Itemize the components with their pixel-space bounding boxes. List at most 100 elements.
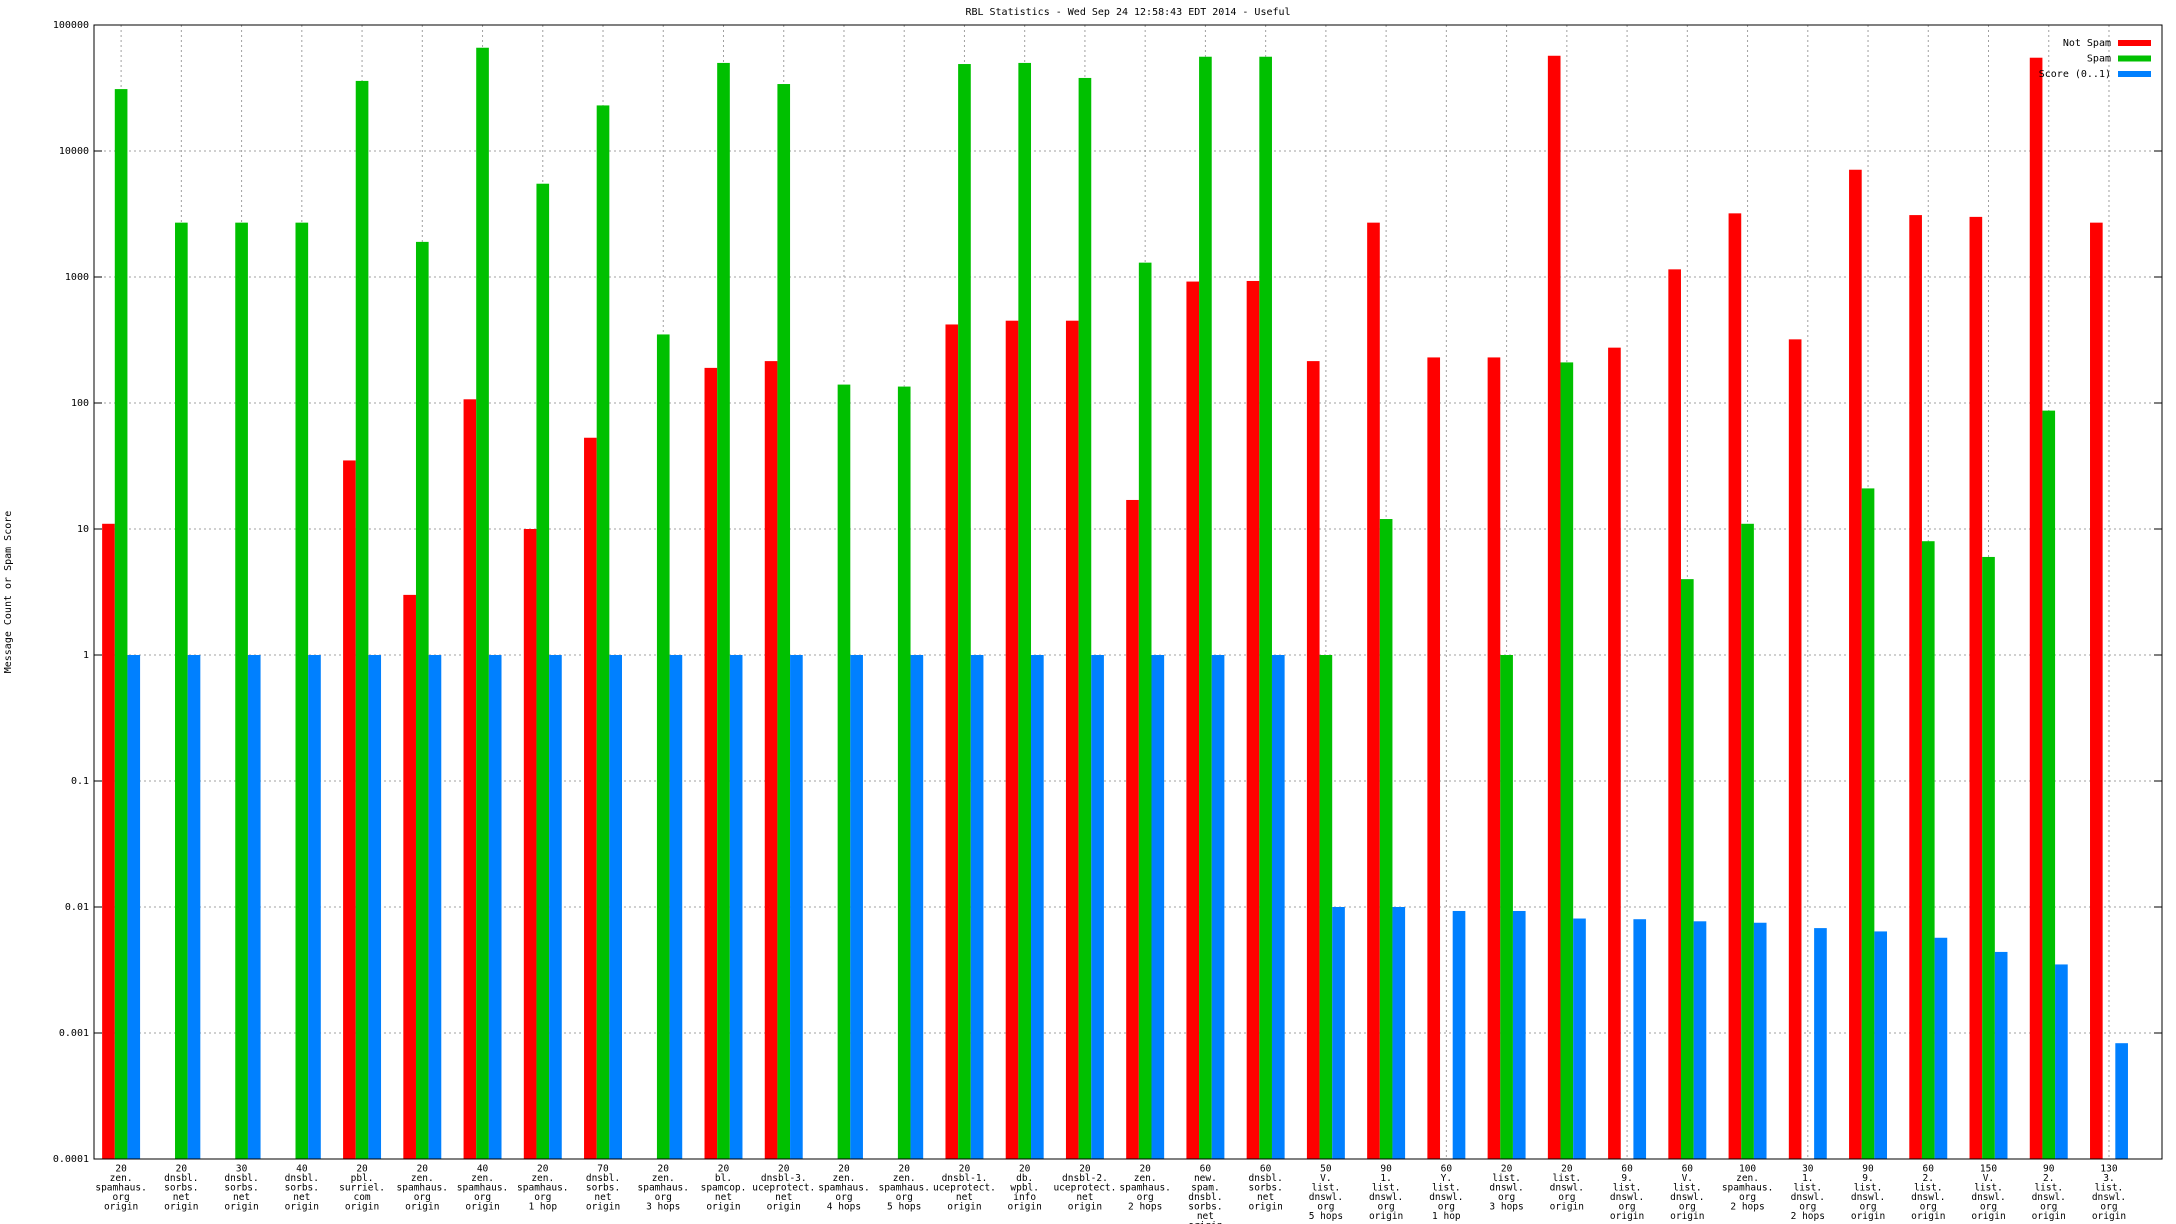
bar <box>114 89 128 1160</box>
bar <box>428 655 442 1159</box>
x-tick-label: 20 <box>537 1164 549 1175</box>
x-tick-label: 20 <box>176 1164 188 1175</box>
legend-label: Spam <box>2087 54 2111 65</box>
bar <box>1693 921 1707 1159</box>
x-tick-label: org <box>414 1192 431 1203</box>
x-tick-label: spamhaus. <box>397 1183 448 1194</box>
x-tick-label: dnsbl. <box>586 1173 620 1184</box>
x-tick-label: list. <box>1492 1173 1521 1184</box>
x-tick-label: spam. <box>1191 1183 1220 1194</box>
bar <box>837 384 851 1159</box>
x-tick-label: list. <box>1793 1183 1822 1194</box>
x-tick-label: dnswl. <box>1550 1183 1584 1194</box>
x-tick-label: 9. <box>1621 1173 1632 1184</box>
bar <box>1018 62 1032 1159</box>
bar <box>1512 910 1526 1159</box>
x-tick-label: net <box>173 1192 190 1203</box>
x-tick-label: dnswl. <box>1610 1192 1644 1203</box>
x-tick-label: 30 <box>236 1164 248 1175</box>
x-tick-label: 3 hops <box>646 1202 680 1213</box>
x-tick-label: org <box>1438 1202 1455 1213</box>
x-tick-label: zen. <box>652 1173 675 1184</box>
x-tick-label: origin <box>1188 1221 1222 1224</box>
bar <box>777 84 791 1159</box>
bar <box>368 655 382 1159</box>
x-tick-label: origin <box>767 1202 801 1213</box>
bar <box>415 241 429 1159</box>
x-tick-label: 20 <box>1019 1164 1031 1175</box>
bar <box>1909 215 1922 1159</box>
bar <box>2055 964 2068 1159</box>
bar <box>1427 357 1441 1159</box>
bar <box>1608 347 1621 1160</box>
x-tick-label: org <box>655 1192 672 1203</box>
x-tick-label: origin <box>465 1202 499 1213</box>
bar <box>704 367 718 1159</box>
bar <box>355 80 369 1159</box>
bar <box>1332 907 1345 1159</box>
bar <box>247 655 261 1159</box>
bar <box>488 655 502 1159</box>
x-tick-label: 130 <box>2100 1164 2117 1175</box>
bar <box>717 62 730 1159</box>
x-tick-label: origin <box>586 1202 620 1213</box>
x-tick-label: dnswl. <box>1429 1192 1463 1203</box>
bar <box>1741 523 1754 1159</box>
x-tick-label: spamhaus. <box>457 1183 508 1194</box>
x-tick-label: net <box>1257 1192 1274 1203</box>
bar <box>1005 320 1019 1160</box>
x-tick-label: 20 <box>959 1164 971 1175</box>
x-tick-label: org <box>1859 1202 1876 1213</box>
x-tick-label: dnsbl-1. <box>942 1173 988 1184</box>
x-tick-label: org <box>2100 1202 2117 1213</box>
x-tick-label: dnswl. <box>2092 1192 2126 1203</box>
bar <box>1199 56 1212 1160</box>
x-tick-label: 3. <box>2103 1173 2114 1184</box>
y-tick-label: 100000 <box>53 20 89 31</box>
bar <box>1969 216 1983 1160</box>
x-tick-label: net <box>594 1192 611 1203</box>
x-tick-label: dnswl. <box>2032 1192 2066 1203</box>
bar <box>1452 910 1466 1159</box>
bar <box>127 655 141 1159</box>
bar <box>945 324 959 1159</box>
x-tick-label: 4 hops <box>827 1202 861 1213</box>
x-tick-label: 3 hops <box>1489 1202 1523 1213</box>
x-tick-label: Y. <box>1441 1173 1452 1184</box>
bar <box>1186 281 1200 1159</box>
x-tick-label: db. <box>1016 1173 1033 1184</box>
x-tick-label: V. <box>1320 1173 1331 1184</box>
x-tick-label: 20 <box>718 1164 730 1175</box>
x-tick-label: dnsbl-3. <box>761 1173 807 1184</box>
x-tick-label: net <box>233 1192 250 1203</box>
x-tick-label: org <box>113 1192 130 1203</box>
x-tick-label: spamhaus. <box>1722 1183 1773 1194</box>
x-tick-label: zen. <box>833 1173 856 1184</box>
x-tick-label: 150 <box>1980 1164 1997 1175</box>
bar <box>1151 655 1165 1159</box>
bar <box>1246 280 1260 1159</box>
x-tick-label: uceprotect. <box>752 1183 815 1194</box>
bar <box>1861 488 1875 1159</box>
x-tick-label: org <box>1618 1202 1635 1213</box>
x-tick-label: 5 hops <box>1309 1211 1343 1222</box>
x-tick-label: dnsbl-2. <box>1062 1173 1108 1184</box>
x-tick-label: zen. <box>893 1173 916 1184</box>
x-tick-label: list. <box>1613 1183 1642 1194</box>
x-tick-label: 60 <box>1200 1164 1212 1175</box>
x-tick-label: dnsbl. <box>1188 1192 1222 1203</box>
x-tick-label: org <box>1980 1202 1997 1213</box>
bar <box>1547 55 1561 1160</box>
x-tick-label: net <box>956 1192 973 1203</box>
x-tick-label: zen. <box>110 1173 133 1184</box>
x-tick-label: V. <box>1983 1173 1994 1184</box>
x-tick-label: net <box>1076 1192 1093 1203</box>
x-tick-label: zen. <box>411 1173 434 1184</box>
bar <box>764 361 778 1159</box>
x-tick-label: list. <box>1312 1183 1341 1194</box>
plot-frame <box>93 24 2163 1160</box>
bar <box>476 47 489 1160</box>
x-tick-label: dnswl. <box>1309 1192 1343 1203</box>
